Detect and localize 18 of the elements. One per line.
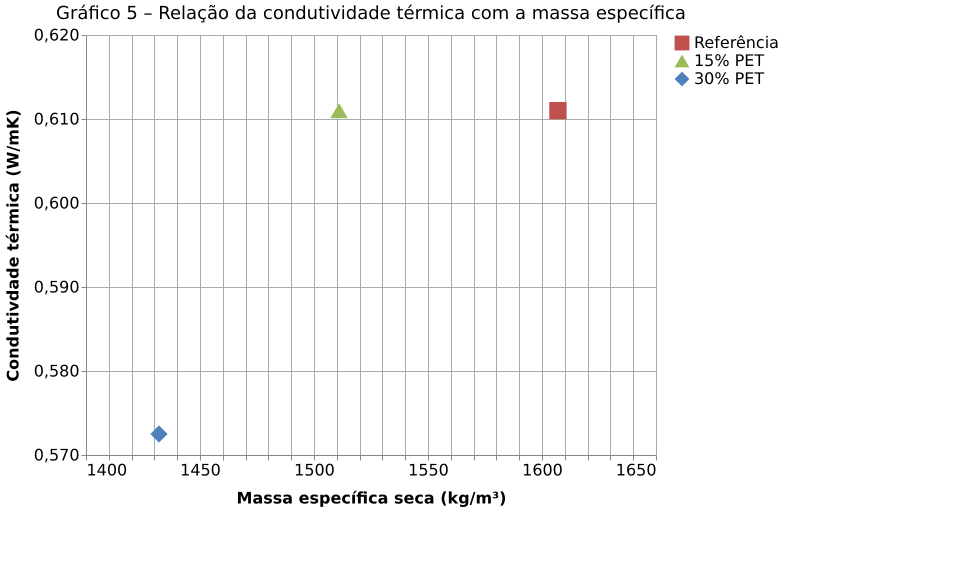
- legend-label: Referência: [694, 33, 779, 52]
- x-tick-label: 1550: [408, 460, 449, 480]
- y-tick-label: 0,590: [34, 278, 80, 296]
- y-tick-label: 0,620: [34, 26, 80, 44]
- x-tick-label: 1400: [86, 460, 128, 480]
- y-tick-label: 0,600: [34, 194, 80, 212]
- x-tick-label: 1650: [616, 460, 656, 480]
- x-tick-label: 1500: [294, 460, 335, 480]
- chart-title: Gráfico 5 – Relação da condutividade térmica com a massa específica: [56, 3, 686, 24]
- y-axis-title: Condutivdade térmica (W/mK): [4, 109, 23, 382]
- y-tick-label: 0,580: [34, 362, 80, 380]
- legend-label: 15% PET: [694, 51, 764, 70]
- legend-label: 30% PET: [694, 69, 764, 88]
- x-tick-label: 1600: [522, 460, 563, 480]
- x-axis-title: Massa específica seca (kg/m³): [236, 488, 506, 508]
- y-tick-label: 0,570: [34, 446, 80, 464]
- x-tick-label: 1450: [180, 460, 221, 480]
- y-tick-label: 0,610: [34, 110, 80, 128]
